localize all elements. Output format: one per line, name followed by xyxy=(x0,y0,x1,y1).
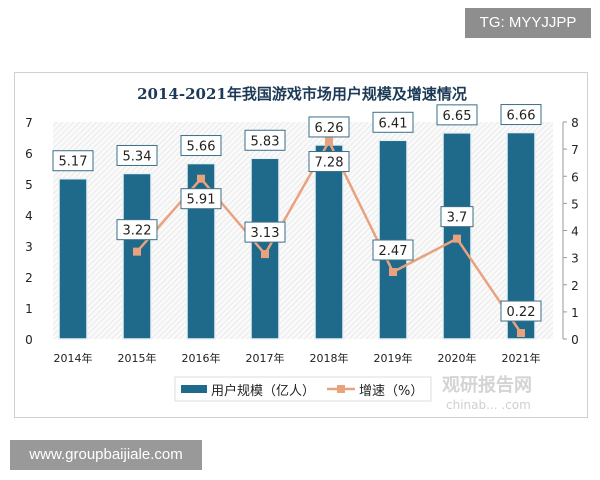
y-right-tick: 5 xyxy=(571,197,579,211)
bar-data-label-box xyxy=(372,111,414,133)
growth-point xyxy=(133,247,141,256)
growth-data-label: 3.22 xyxy=(123,224,152,239)
y-left-tick: 3 xyxy=(25,240,33,254)
x-tick-label: 2017年 xyxy=(246,351,285,365)
bar-data-label: 6.41 xyxy=(379,116,408,131)
x-tick-label: 2015年 xyxy=(118,351,157,365)
growth-data-label: 5.91 xyxy=(187,193,216,208)
bar-data-label: 6.65 xyxy=(443,109,472,124)
bar-data-label: 5.66 xyxy=(187,140,216,155)
x-tick-label: 2018年 xyxy=(310,351,349,365)
bar-data-label-box xyxy=(244,129,286,151)
bar-data-label-box xyxy=(436,104,478,126)
growth-data-label-box xyxy=(308,151,350,173)
bar xyxy=(250,157,280,340)
x-tick-label: 2014年 xyxy=(54,351,93,365)
x-tick-label: 2019年 xyxy=(374,351,413,365)
growth-point xyxy=(261,250,269,259)
legend-bar-label: 用户规模（亿人） xyxy=(211,383,315,399)
y-right-tick: 8 xyxy=(571,116,579,130)
growth-data-label: 3.13 xyxy=(251,226,280,241)
growth-data-label-box xyxy=(116,219,158,241)
bar-data-label: 6.66 xyxy=(507,109,536,124)
y-left-tick: 0 xyxy=(25,333,33,347)
growth-data-label-box xyxy=(372,239,414,261)
growth-point xyxy=(325,137,333,146)
growth-data-label: 0.22 xyxy=(507,305,536,320)
y-left-tick: 2 xyxy=(25,271,33,285)
legend xyxy=(174,376,432,402)
chart-title: 2014-2021年我国游戏市场用户规模及增速情况 xyxy=(137,85,467,103)
growth-point xyxy=(197,174,205,183)
chart: 2014-2021年我国游戏市场用户规模及增速情况 0 1 2 3 4 5 6 7 0 1 2 3 4 5… xyxy=(25,85,579,402)
y-right-tick: 6 xyxy=(571,170,579,184)
y-right-tick: 1 xyxy=(571,306,579,320)
y-right-tick: 2 xyxy=(571,279,579,293)
bar xyxy=(122,172,152,340)
growth-data-label-box xyxy=(244,221,286,243)
chart-frame: 2014-2021年我国游戏市场用户规模及增速情况 0 1 2 3 4 5 6 7 0 1 2 3 4 5… xyxy=(14,72,588,418)
y-left-tick: 1 xyxy=(25,302,33,316)
bar-data-label-box xyxy=(500,104,542,126)
x-tick-label: 2021年 xyxy=(502,351,541,365)
growth-data-label: 2.47 xyxy=(379,244,408,259)
y-left-tick: 4 xyxy=(25,209,33,223)
legend-line-marker xyxy=(337,385,345,393)
watermark-url: chinab... .com xyxy=(446,398,531,412)
growth-data-label: 7.28 xyxy=(315,156,344,171)
growth-point xyxy=(453,234,461,243)
x-tick-label: 2016年 xyxy=(182,351,221,365)
bar-data-label: 5.34 xyxy=(123,149,152,164)
legend-bar-swatch xyxy=(181,385,207,393)
growth-point xyxy=(517,329,525,338)
bar-data-label: 5.17 xyxy=(59,155,88,170)
y-right-tick: 7 xyxy=(571,143,579,157)
y-right-tick: 0 xyxy=(571,333,579,347)
bar-data-label-box xyxy=(308,116,350,138)
site-badge: www.groupbaijiale.com xyxy=(10,440,202,470)
watermark-brand: 观研报告网 xyxy=(442,375,532,396)
bar xyxy=(314,144,344,340)
y-left-tick: 5 xyxy=(25,178,33,192)
tg-badge: TG: MYYJJPP xyxy=(465,8,591,38)
bar-data-label: 5.83 xyxy=(251,134,280,149)
y-right-tick: 4 xyxy=(571,225,579,239)
y-right-tick: 3 xyxy=(571,252,579,266)
x-tick-label: 2020年 xyxy=(438,351,477,365)
growth-data-label-box xyxy=(440,206,474,228)
legend-line-label: 增速（%） xyxy=(359,384,423,399)
y-left-tick: 6 xyxy=(25,147,33,161)
growth-data-label-box xyxy=(500,300,542,322)
bar xyxy=(58,177,88,340)
bar-data-label-box xyxy=(116,144,158,166)
growth-data-label-box xyxy=(180,188,222,210)
growth-point xyxy=(389,268,397,277)
bar-data-label-box xyxy=(180,135,222,157)
bar-data-label: 6.26 xyxy=(315,121,344,136)
y-left-tick: 7 xyxy=(25,116,33,130)
bar-data-label-box xyxy=(52,150,94,172)
growth-data-label: 3.7 xyxy=(447,211,468,226)
